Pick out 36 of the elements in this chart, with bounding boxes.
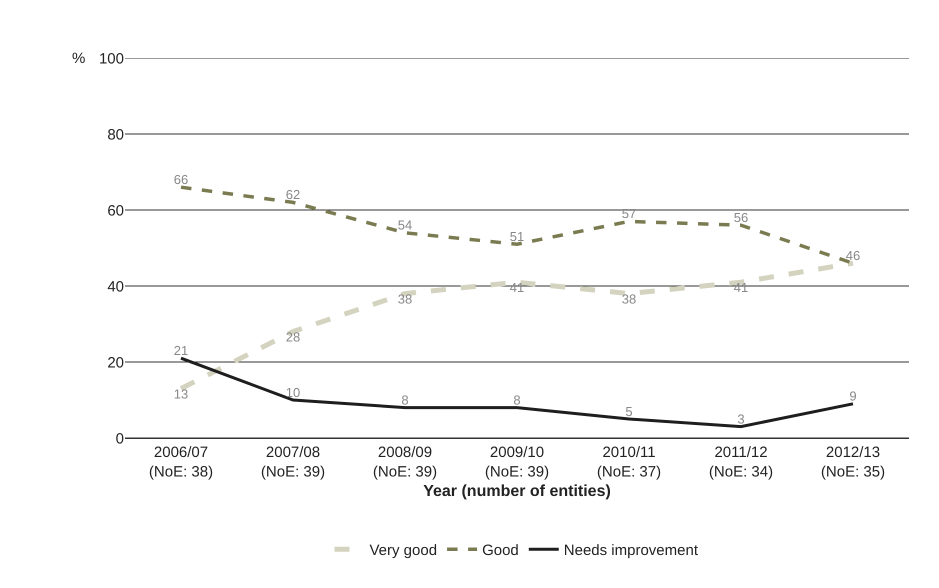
data-label: 62 bbox=[286, 187, 300, 202]
y-tick-label: 0 bbox=[116, 430, 124, 448]
data-label: 13 bbox=[174, 386, 188, 402]
data-label: 46 bbox=[846, 248, 860, 263]
data-label: 38 bbox=[622, 291, 636, 306]
x-tick-label: 2012/13 (NoE: 35) bbox=[820, 444, 886, 480]
x-axis-title: Year (number of entities) bbox=[423, 483, 611, 500]
x-tick-label: 2007/08 (NoE: 39) bbox=[260, 444, 326, 480]
data-label: 57 bbox=[622, 206, 636, 222]
data-label: 5 bbox=[625, 404, 633, 419]
y-tick-label: 80 bbox=[107, 126, 124, 144]
data-label: 21 bbox=[174, 342, 188, 358]
x-tick-label: 2008/09 (NoE: 39) bbox=[372, 444, 438, 480]
y-tick-label: 100 bbox=[98, 50, 124, 68]
data-label: 54 bbox=[398, 218, 412, 233]
x-tick-label: 2006/07 (NoE: 38) bbox=[148, 444, 214, 480]
y-tick-label: 40 bbox=[107, 278, 124, 296]
data-label: 38 bbox=[398, 291, 412, 306]
data-label: 9 bbox=[849, 388, 857, 404]
data-label: 10 bbox=[286, 384, 300, 400]
y-axis-title: % bbox=[72, 50, 86, 67]
data-label: 51 bbox=[510, 228, 524, 244]
y-tick-label: 20 bbox=[107, 354, 124, 372]
data-label: 3 bbox=[737, 411, 745, 426]
x-tick-label: 2009/10 (NoE: 39) bbox=[484, 444, 550, 480]
data-label: 66 bbox=[174, 172, 188, 187]
x-tick-label: 2010/11 (NoE: 37) bbox=[596, 444, 662, 480]
legend-label: Needs improvement bbox=[564, 542, 699, 560]
legend-label: Very good bbox=[370, 542, 438, 560]
data-label: 8 bbox=[401, 392, 409, 408]
y-tick-label: 60 bbox=[107, 202, 124, 220]
x-tick-label: 2011/12 (NoE: 34) bbox=[708, 444, 774, 480]
legend-label: Good bbox=[482, 542, 519, 560]
data-label: 56 bbox=[734, 210, 748, 225]
data-label: 28 bbox=[286, 329, 300, 344]
data-label: 8 bbox=[513, 392, 521, 408]
